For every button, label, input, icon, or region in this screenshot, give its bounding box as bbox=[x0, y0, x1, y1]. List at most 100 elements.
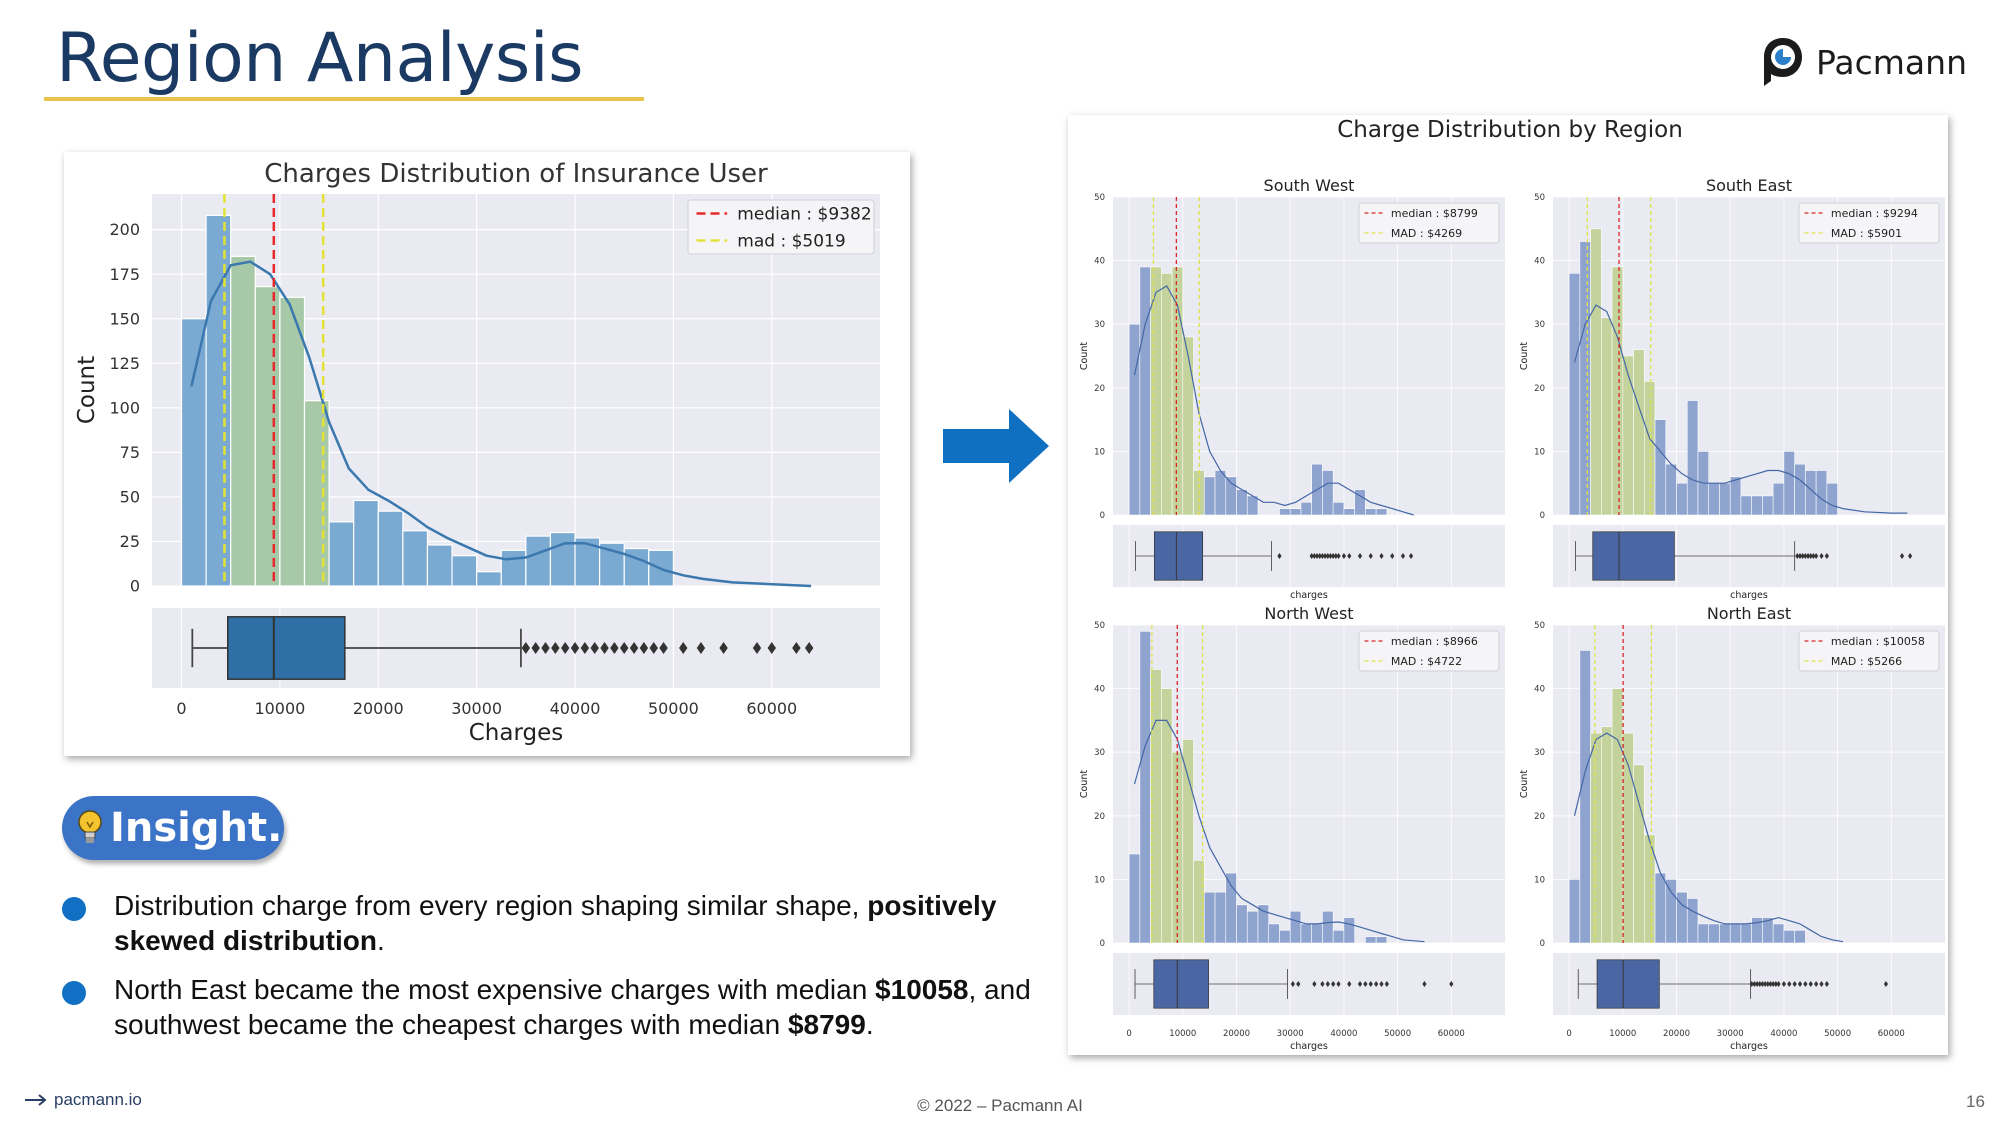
boxplot-outlier bbox=[752, 642, 762, 654]
boxplot-outlier bbox=[1795, 553, 1800, 559]
subplot-title: South West bbox=[1264, 176, 1355, 195]
boxplot-outlier bbox=[1749, 981, 1754, 987]
boxplot-outlier bbox=[1277, 553, 1282, 559]
x-tick-label: 10000 bbox=[1169, 1029, 1196, 1039]
histogram-bar bbox=[1654, 419, 1667, 516]
boxplot-outlier bbox=[1320, 553, 1325, 559]
histogram-bar bbox=[1729, 923, 1742, 944]
histogram-bar bbox=[1300, 501, 1312, 516]
x-tick-label: 30000 bbox=[1717, 1029, 1744, 1039]
boxplot-box bbox=[1153, 531, 1204, 581]
boxplot-outlier bbox=[696, 642, 706, 654]
boxplot-outlier bbox=[1803, 981, 1808, 987]
x-tick-label: 50000 bbox=[648, 699, 699, 718]
histogram-bar bbox=[1139, 631, 1151, 944]
x-tick-label: 40000 bbox=[1770, 1029, 1797, 1039]
boxplot-outlier bbox=[1808, 981, 1813, 987]
y-tick-label: 30 bbox=[1094, 748, 1105, 758]
x-tick-label: 20000 bbox=[353, 699, 404, 718]
histogram-bar bbox=[1354, 489, 1366, 516]
regional-distribution-chart: Charge Distribution by Region 0 10 20 30 40 50… bbox=[1068, 115, 1948, 1055]
y-tick-label: 50 bbox=[1094, 621, 1105, 631]
boxplot-outlier bbox=[1331, 981, 1336, 987]
boxplot-outlier bbox=[610, 642, 619, 654]
kde-line bbox=[190, 260, 812, 588]
page-number: 16 bbox=[1966, 1092, 1985, 1111]
boxplot-outlier bbox=[1754, 981, 1760, 987]
y-tick-label: 20 bbox=[1094, 812, 1105, 822]
boxplot-outlier bbox=[560, 642, 570, 654]
histogram-bar bbox=[1826, 482, 1838, 516]
histogram-bar bbox=[328, 521, 355, 587]
histogram-bar bbox=[1772, 923, 1785, 944]
boxplot-outlier bbox=[620, 642, 629, 654]
pacmann-logo: Pacmann bbox=[1762, 32, 1967, 92]
legend-label: MAD : $5901 bbox=[1831, 227, 1902, 240]
arrow-right-icon bbox=[943, 409, 1049, 483]
legend-label: median : $8966 bbox=[1391, 635, 1478, 648]
boxplot-outlier bbox=[1752, 981, 1757, 987]
histogram-bar bbox=[1590, 732, 1602, 944]
x-tick-label: 10000 bbox=[254, 699, 305, 718]
boxplot-outlier bbox=[1323, 553, 1328, 559]
boxplot-outlier bbox=[1773, 981, 1778, 987]
y-tick-label: 50 bbox=[1534, 193, 1545, 203]
histogram-bar bbox=[1686, 898, 1699, 944]
histogram-bar bbox=[1740, 495, 1752, 516]
kde-line bbox=[1573, 732, 1844, 943]
boxplot-outlier bbox=[1400, 553, 1406, 559]
histogram-bar bbox=[1365, 508, 1377, 516]
x-tick-label: 10000 bbox=[1609, 1029, 1636, 1039]
histogram-bar bbox=[1322, 470, 1334, 516]
histogram-bar bbox=[1568, 879, 1581, 944]
histogram-bar bbox=[180, 318, 207, 587]
histogram-bar bbox=[1719, 923, 1731, 944]
x-tick-label: 60000 bbox=[1878, 1029, 1905, 1039]
boxplot-outlier bbox=[649, 642, 658, 654]
y-tick-label: 30 bbox=[1534, 748, 1545, 758]
boxplot-outlier bbox=[1899, 553, 1905, 559]
histogram-bar bbox=[1236, 904, 1248, 944]
footer-copyright: © 2022 – Pacmann AI bbox=[917, 1096, 1083, 1115]
insight-label: Insight. bbox=[110, 805, 283, 851]
legend-box bbox=[1358, 202, 1500, 244]
histogram-bar bbox=[1289, 508, 1302, 516]
histogram-bar bbox=[1762, 495, 1774, 516]
histogram-bar bbox=[1332, 501, 1345, 516]
legend-label: mad : $5019 bbox=[737, 231, 845, 251]
histogram-bar bbox=[1601, 726, 1613, 944]
y-tick-label: 150 bbox=[109, 309, 140, 328]
x-tick-label: 40000 bbox=[550, 699, 601, 718]
boxplot-outlier bbox=[1797, 553, 1803, 559]
histogram-bar bbox=[1783, 451, 1795, 516]
boxplot-outlier bbox=[719, 642, 728, 654]
boxplot-outlier bbox=[551, 642, 560, 654]
y-tick-label: 10 bbox=[1534, 447, 1545, 457]
boxplot-outlier bbox=[590, 642, 599, 654]
legend-label: MAD : $4722 bbox=[1391, 655, 1462, 668]
histogram-bar bbox=[1708, 482, 1720, 516]
kde-line bbox=[1133, 719, 1425, 943]
histogram-bar bbox=[476, 571, 502, 587]
insight-badge: Insight. bbox=[62, 796, 284, 860]
regional-chart-svg: Charge Distribution by Region 0 10 20 30 40 50… bbox=[1079, 117, 1945, 1052]
boxplot-outlier bbox=[1819, 553, 1824, 559]
slide-title: Region Analysis bbox=[56, 19, 584, 98]
boxplot-outlier bbox=[679, 642, 688, 654]
kde-line bbox=[1133, 285, 1414, 516]
histogram-bar bbox=[1236, 489, 1248, 516]
boxplot-outlier bbox=[1808, 553, 1813, 559]
boxplot-outlier bbox=[1408, 553, 1414, 559]
y-tick-label: 30 bbox=[1534, 320, 1545, 330]
boxplot-outlier bbox=[580, 642, 590, 654]
footer-link[interactable]: pacmann.io bbox=[24, 1090, 142, 1110]
x-tick-label: 0 bbox=[1126, 1029, 1131, 1039]
legend-label: median : $8799 bbox=[1391, 207, 1478, 220]
boxplot-outlier bbox=[1333, 553, 1338, 559]
histogram-bar bbox=[230, 255, 256, 587]
histogram-bar bbox=[500, 549, 527, 587]
x-axis-label: charges bbox=[1730, 590, 1768, 601]
boxplot-outlier bbox=[1811, 553, 1816, 559]
subplot-title: South East bbox=[1706, 176, 1792, 195]
boxplot-outlier bbox=[792, 642, 801, 654]
